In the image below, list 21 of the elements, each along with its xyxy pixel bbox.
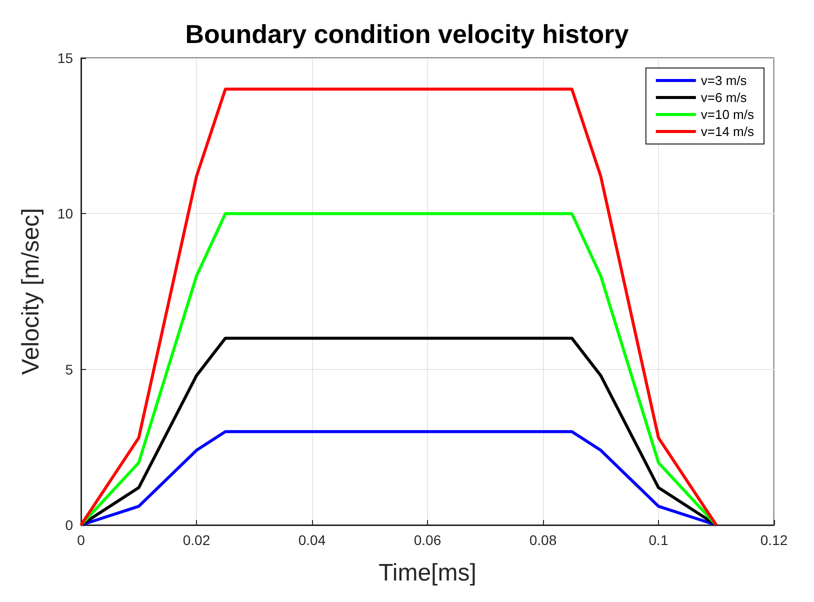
- y-tick-label: 5: [65, 361, 74, 378]
- x-tick-label: 0.02: [182, 532, 210, 548]
- y-tick-label: 10: [57, 206, 74, 222]
- x-axis-title: Time[ms]: [378, 560, 476, 586]
- x-tick-label: 0: [77, 532, 86, 548]
- line-series: [80, 336, 718, 526]
- x-tick-label: 0.1: [648, 532, 668, 548]
- line-series: [80, 430, 718, 526]
- legend-label: v=3 m/s: [700, 73, 748, 88]
- legend-label: v=10 m/s: [700, 107, 754, 122]
- chart-title: Boundary condition velocity history: [185, 19, 630, 49]
- legend-label: v=6 m/s: [700, 90, 748, 105]
- x-tick-label: 0.12: [760, 532, 788, 548]
- x-tick-label: 0.06: [414, 532, 442, 548]
- x-tick-label: 0.08: [529, 532, 557, 548]
- y-tick-label: 15: [57, 50, 74, 66]
- legend-label: v=14 m/s: [700, 124, 754, 139]
- x-tick-label: 0.04: [298, 532, 326, 548]
- y-tick-label: 0: [65, 517, 74, 533]
- line-series: [80, 212, 718, 526]
- y-axis-title: Velocity [m/sec]: [18, 208, 44, 375]
